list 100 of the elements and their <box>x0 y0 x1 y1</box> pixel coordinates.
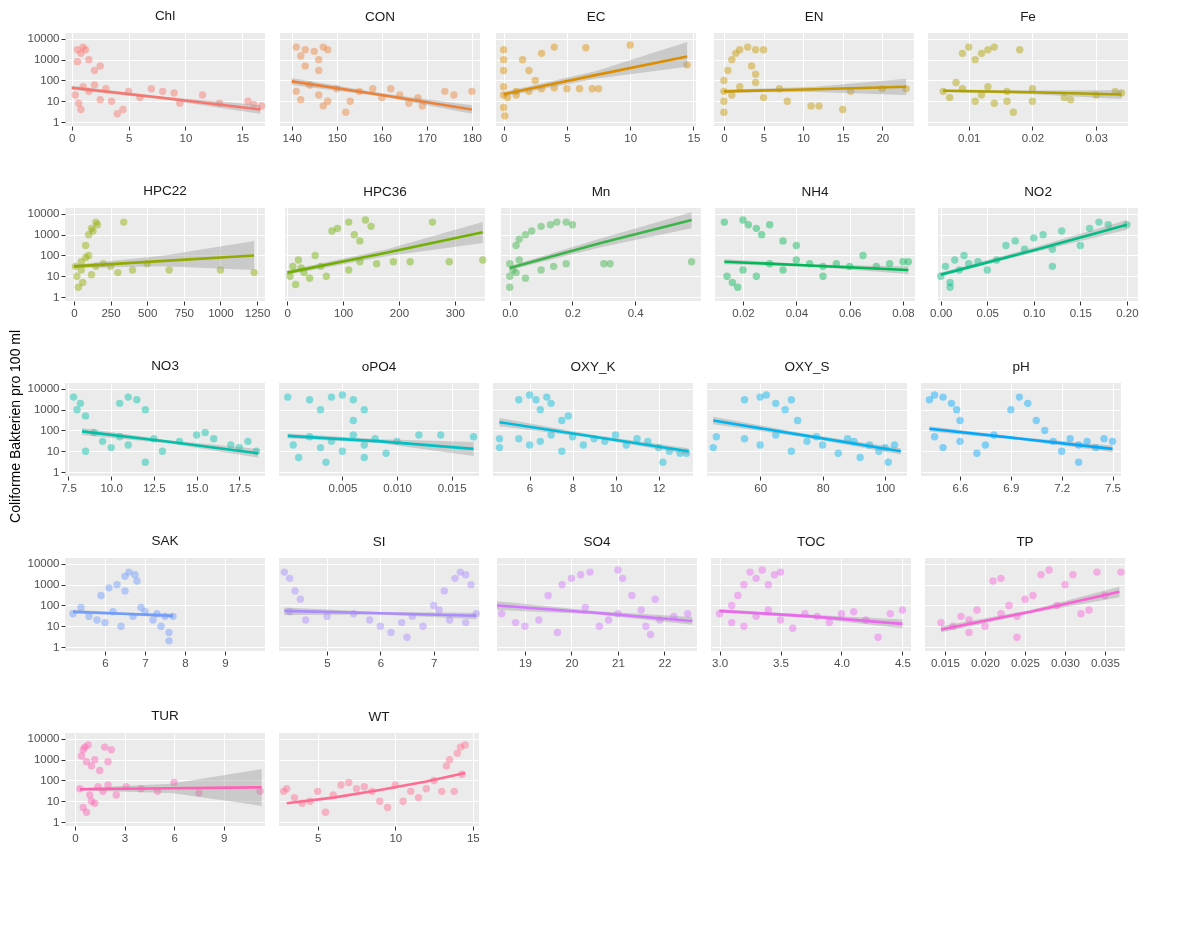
point <box>74 283 83 291</box>
point <box>532 395 540 404</box>
point <box>1013 633 1021 641</box>
point <box>1100 435 1108 443</box>
chart-title: Mn <box>591 183 611 199</box>
point <box>344 266 353 274</box>
chart-title: oPO4 <box>361 358 397 374</box>
point <box>301 62 309 70</box>
point <box>582 44 590 52</box>
point <box>792 256 801 264</box>
point <box>521 274 530 282</box>
point <box>90 66 99 75</box>
point <box>1041 426 1049 435</box>
point <box>389 258 398 266</box>
point <box>1117 568 1125 576</box>
point <box>977 49 986 58</box>
x-tick-label: 300 <box>445 306 465 319</box>
point <box>137 603 145 612</box>
point <box>112 791 120 799</box>
point <box>101 618 109 627</box>
x-tick-label: 1250 <box>244 306 271 319</box>
y-tick-label: 1000 <box>33 403 60 416</box>
x-tick-label: 22 <box>658 656 672 669</box>
point <box>1108 437 1117 446</box>
x-tick-label: 0.02 <box>1021 131 1045 144</box>
x-tick-label: 21 <box>612 656 625 669</box>
x-tick-label: 10 <box>179 131 193 144</box>
chart-title: CON <box>365 8 395 24</box>
point <box>365 616 374 624</box>
x-tick-label: 15 <box>836 131 850 144</box>
point <box>469 433 478 441</box>
point <box>149 616 157 624</box>
chart-title: TOC <box>796 533 826 549</box>
x-tick-label: 100 <box>334 306 354 319</box>
point <box>537 49 546 58</box>
point <box>752 574 760 583</box>
point <box>289 441 297 449</box>
point <box>515 435 523 443</box>
y-tick-label: 1 <box>53 465 60 478</box>
chart-title: Fe <box>1020 8 1036 24</box>
point <box>461 741 469 749</box>
point <box>337 781 345 789</box>
point <box>1002 241 1010 250</box>
point <box>96 766 104 775</box>
point <box>324 45 332 54</box>
x-tick-label: 0.04 <box>785 306 809 319</box>
point <box>1076 241 1085 250</box>
point <box>399 797 407 805</box>
x-tick-label: 15 <box>236 131 250 144</box>
point <box>314 787 322 796</box>
x-tick-label: 3.0 <box>712 656 729 669</box>
point <box>642 622 650 630</box>
point <box>77 105 85 114</box>
point <box>403 633 411 641</box>
y-tick-label: 1000 <box>33 753 60 766</box>
point <box>941 262 950 271</box>
point <box>740 622 748 630</box>
point <box>781 405 789 414</box>
point <box>563 85 571 93</box>
point <box>85 55 93 64</box>
point <box>328 227 336 235</box>
point <box>515 256 523 264</box>
point <box>360 441 368 449</box>
x-tick-label: 10 <box>797 131 811 144</box>
point <box>594 85 603 93</box>
point <box>549 262 558 271</box>
x-tick-label: 7.2 <box>1054 481 1071 494</box>
point <box>76 399 85 408</box>
point <box>289 262 297 271</box>
point <box>285 574 294 583</box>
point <box>352 785 361 793</box>
x-tick-label: 0.10 <box>1023 306 1046 319</box>
point <box>984 83 992 91</box>
x-tick-label: 0.2 <box>564 306 581 319</box>
x-tick-label: 5 <box>760 131 768 144</box>
point <box>739 266 747 274</box>
point <box>776 616 785 624</box>
point <box>744 220 753 229</box>
chart-title: EN <box>804 8 824 24</box>
y-tick-label: 10000 <box>27 732 60 745</box>
point <box>553 628 562 637</box>
point <box>442 762 451 770</box>
point <box>525 441 534 449</box>
x-tick-label: 5 <box>125 131 133 144</box>
point <box>759 45 768 54</box>
y-tick-label: 10000 <box>27 32 60 45</box>
point <box>973 449 981 457</box>
point <box>1085 224 1094 233</box>
point <box>113 110 121 118</box>
point <box>546 220 555 229</box>
point <box>733 283 742 291</box>
x-tick-label: 5 <box>324 656 331 669</box>
x-tick-label: 0 <box>72 831 79 844</box>
x-tick-label: 150 <box>327 131 347 144</box>
point <box>159 87 167 96</box>
point <box>758 566 766 574</box>
x-tick-label: 7.5 <box>60 481 77 494</box>
point <box>105 584 113 592</box>
point <box>376 797 384 805</box>
point <box>606 260 614 268</box>
